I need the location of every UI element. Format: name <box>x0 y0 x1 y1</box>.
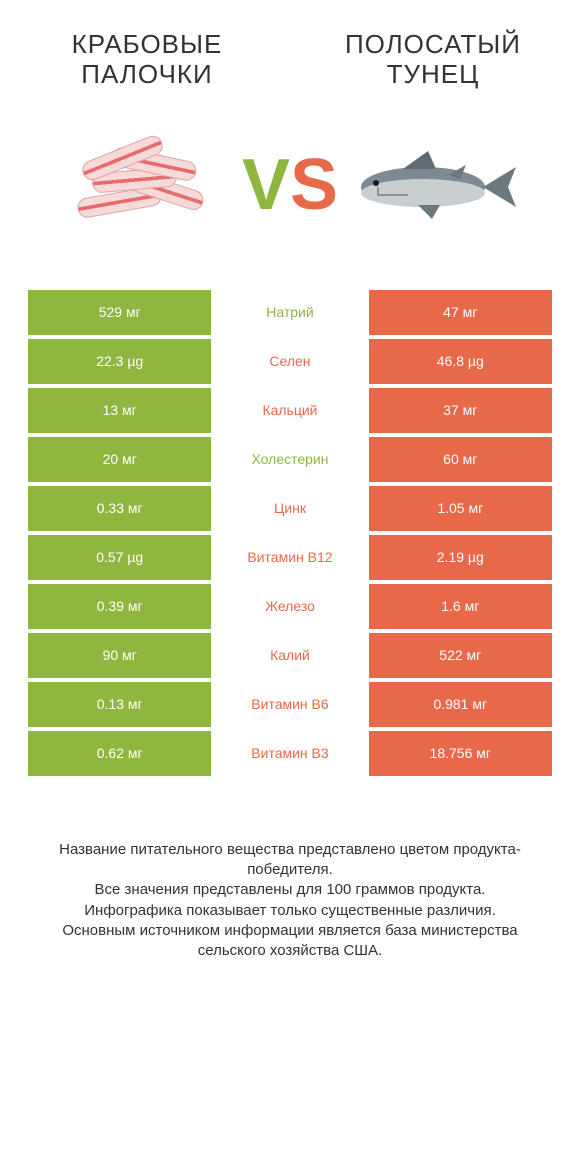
nutrient-label-cell: Кальций <box>211 388 368 433</box>
nutrient-label-cell: Витамин B3 <box>211 731 368 776</box>
table-row: 13 мгКальций37 мг <box>28 388 552 433</box>
right-value-cell: 47 мг <box>369 290 552 335</box>
nutrient-label-cell: Цинк <box>211 486 368 531</box>
left-product-title: КРАБОВЫЕ ПАЛОЧКИ <box>30 30 264 90</box>
table-row: 90 мгКалий522 мг <box>28 633 552 678</box>
footer-line-3: Инфографика показывает только существенн… <box>30 901 550 921</box>
crab-sticks-icon <box>62 130 232 240</box>
footer-line-2: Все значения представлены для 100 граммо… <box>30 880 550 900</box>
table-row: 22.3 µgСелен46.8 µg <box>28 339 552 384</box>
right-value-cell: 1.6 мг <box>369 584 552 629</box>
left-value-cell: 22.3 µg <box>28 339 211 384</box>
left-value-cell: 0.33 мг <box>28 486 211 531</box>
right-value-cell: 2.19 µg <box>369 535 552 580</box>
left-value-cell: 20 мг <box>28 437 211 482</box>
left-value-cell: 529 мг <box>28 290 211 335</box>
left-value-cell: 0.13 мг <box>28 682 211 727</box>
table-row: 0.62 мгВитамин B318.756 мг <box>28 731 552 776</box>
right-value-cell: 522 мг <box>369 633 552 678</box>
header: КРАБОВЫЕ ПАЛОЧКИ ПОЛОСАТЫЙ ТУНЕЦ <box>0 0 580 100</box>
left-value-cell: 0.57 µg <box>28 535 211 580</box>
nutrient-label-cell: Калий <box>211 633 368 678</box>
footer-line-1: Название питательного вещества представл… <box>30 840 550 881</box>
left-value-cell: 0.62 мг <box>28 731 211 776</box>
footer-line-4: Основным источником информации является … <box>30 921 550 962</box>
nutrient-label-cell: Натрий <box>211 290 368 335</box>
footer-notes: Название питательного вещества представл… <box>0 780 580 962</box>
nutrient-label-cell: Витамин B6 <box>211 682 368 727</box>
nutrient-label-cell: Холестерин <box>211 437 368 482</box>
left-value-cell: 90 мг <box>28 633 211 678</box>
table-row: 0.13 мгВитамин B60.981 мг <box>28 682 552 727</box>
tuna-icon <box>348 130 518 240</box>
vs-label: VS <box>242 144 338 226</box>
comparison-table: 529 мгНатрий47 мг22.3 µgСелен46.8 µg13 м… <box>0 290 580 776</box>
right-value-cell: 0.981 мг <box>369 682 552 727</box>
right-value-cell: 60 мг <box>369 437 552 482</box>
right-product-title: ПОЛОСАТЫЙ ТУНЕЦ <box>316 30 550 90</box>
table-row: 0.57 µgВитамин B122.19 µg <box>28 535 552 580</box>
vs-v-letter: V <box>242 144 290 226</box>
table-row: 529 мгНатрий47 мг <box>28 290 552 335</box>
nutrient-label-cell: Железо <box>211 584 368 629</box>
table-row: 20 мгХолестерин60 мг <box>28 437 552 482</box>
vs-row: VS <box>0 100 580 290</box>
table-row: 0.33 мгЦинк1.05 мг <box>28 486 552 531</box>
vs-s-letter: S <box>290 144 338 226</box>
left-value-cell: 0.39 мг <box>28 584 211 629</box>
nutrient-label-cell: Селен <box>211 339 368 384</box>
nutrient-label-cell: Витамин B12 <box>211 535 368 580</box>
right-value-cell: 46.8 µg <box>369 339 552 384</box>
right-value-cell: 37 мг <box>369 388 552 433</box>
right-value-cell: 1.05 мг <box>369 486 552 531</box>
table-row: 0.39 мгЖелезо1.6 мг <box>28 584 552 629</box>
left-value-cell: 13 мг <box>28 388 211 433</box>
right-value-cell: 18.756 мг <box>369 731 552 776</box>
